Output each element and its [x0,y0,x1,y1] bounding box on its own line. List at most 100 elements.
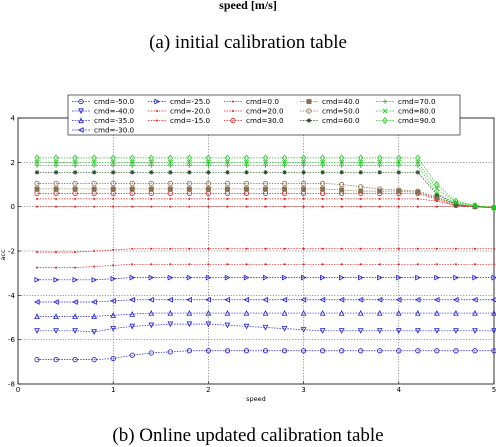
data-point [340,205,343,208]
data-point [91,154,97,162]
data-point [414,328,421,334]
data-point [301,170,306,175]
data-point [396,159,402,165]
data-point [72,170,78,175]
data-point [435,247,438,250]
data-point [53,154,59,162]
series-cmd-35.0 [34,309,496,319]
data-point [74,266,77,269]
data-point [207,205,210,208]
data-point [34,313,40,319]
data-point [167,159,173,165]
data-point [148,309,155,316]
data-point [340,263,343,266]
data-point [129,180,135,186]
x-axis-label: speed [246,395,266,403]
data-point [130,163,135,168]
data-point [415,163,421,168]
data-point [378,263,381,266]
data-point [148,180,154,186]
data-point [243,180,250,186]
data-point [357,309,364,316]
y-tick-label: 0 [11,203,15,211]
data-point [148,154,154,162]
data-point [110,180,116,186]
data-point [301,159,307,165]
data-point [378,247,381,250]
data-point [339,274,345,281]
data-point [206,170,211,175]
data-point [129,154,135,162]
data-point [243,274,250,281]
data-point [188,205,191,208]
data-point [453,348,459,354]
legend-item: cmd=30.0 [224,116,284,125]
y-tick-label: -8 [8,381,15,389]
data-point [300,327,307,333]
data-point [205,159,211,165]
legend-label: cmd=-50.0 [94,97,135,106]
data-point [377,159,383,165]
legend-marker [382,117,388,124]
data-point [244,163,249,168]
data-point [110,355,116,362]
legend-marker [77,127,84,133]
data-point [91,186,97,192]
data-point [148,186,154,192]
series-line [37,277,494,281]
data-point [110,186,116,192]
legend-label: cmd=90.0 [398,116,436,125]
data-point [282,159,288,165]
data-point [148,274,155,281]
y-axis-label: acc [0,249,7,261]
data-point [338,296,345,303]
data-point [245,197,248,200]
data-point [35,205,39,208]
data-point [187,170,192,175]
legend-item: cmd=50.0 [300,107,360,116]
data-point [395,296,402,303]
data-point [302,263,305,266]
data-point [302,197,305,200]
legend-marker [231,109,235,113]
data-point [320,163,325,168]
data-point [378,197,381,200]
data-point [243,296,250,303]
data-point [224,309,231,316]
top-axis-label: speed [m/s] [219,0,277,12]
data-point [72,299,78,305]
legend-item: cmd=-50.0 [72,97,135,106]
data-point [320,180,326,186]
data-point [397,247,400,250]
data-point [167,321,174,328]
data-point [131,205,134,208]
data-point [33,299,40,305]
data-point [453,328,459,334]
axis-ticks: 0 1 2 3 4 5 -8 -6 -4 -2 0 2 4 [8,115,496,395]
data-point [91,299,97,305]
data-point [319,154,326,162]
data-point [281,325,288,332]
data-point [415,274,421,281]
data-point [282,170,287,175]
legend-label: cmd=-40.0 [94,107,135,116]
data-point [167,349,173,355]
x-tick-label: 1 [111,386,115,394]
data-point [52,299,59,305]
data-point [454,263,457,266]
x-tick-label: 0 [16,386,20,394]
caption-online-table: (b) Online updated calibration table [112,425,384,446]
data-point [167,296,173,303]
data-point [150,197,153,200]
data-point [281,296,288,303]
data-point [472,202,478,210]
data-point [338,154,345,162]
data-point [129,274,136,281]
data-point [110,312,117,318]
legend-label: cmd=-20.0 [170,107,211,116]
data-point [357,328,364,334]
legend-box [67,94,461,136]
data-point [186,321,193,328]
data-point [262,324,269,331]
